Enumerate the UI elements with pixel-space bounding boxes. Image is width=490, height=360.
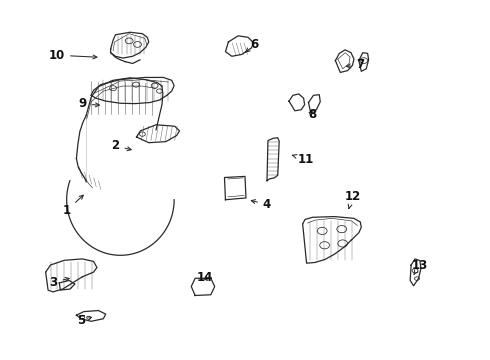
Text: 1: 1 [63, 195, 83, 217]
Text: 3: 3 [49, 276, 69, 289]
Text: 9: 9 [79, 98, 99, 111]
Text: 12: 12 [344, 190, 361, 208]
Text: 13: 13 [412, 259, 428, 275]
Text: 11: 11 [293, 153, 314, 166]
Text: 14: 14 [197, 271, 213, 284]
Text: 10: 10 [49, 49, 97, 62]
Text: 5: 5 [77, 314, 92, 327]
Text: 6: 6 [245, 38, 259, 52]
Text: 7: 7 [346, 58, 364, 71]
Text: 2: 2 [111, 139, 131, 152]
Text: 4: 4 [251, 198, 271, 211]
Text: 8: 8 [308, 108, 317, 121]
